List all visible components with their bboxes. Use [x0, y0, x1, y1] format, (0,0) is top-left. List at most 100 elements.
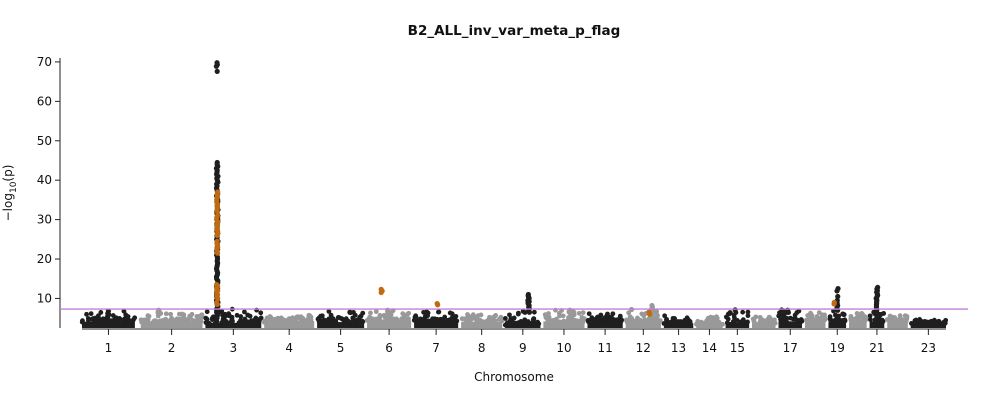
snp-point: [642, 317, 648, 322]
snp-point: [151, 318, 157, 324]
flagged-point: [435, 302, 441, 308]
x-tick-label: 12: [636, 341, 651, 355]
snp-point: [533, 320, 539, 326]
snp-point: [435, 309, 441, 315]
snp-point: [258, 310, 264, 316]
snp-point: [598, 312, 604, 318]
hit-point: [105, 313, 111, 319]
y-tick-label: 30: [37, 213, 52, 227]
snp-point: [817, 315, 823, 321]
hit-point: [732, 307, 738, 313]
snp-point: [859, 311, 865, 316]
chromosome-9-points: [502, 308, 542, 329]
x-tick-label: 14: [702, 341, 717, 355]
snp-point: [142, 317, 148, 323]
snp-point: [118, 317, 123, 322]
snp-point: [568, 314, 574, 320]
snp-point: [181, 312, 187, 318]
flagged-point: [214, 232, 220, 238]
chromosome-band: [869, 321, 885, 328]
snp-point: [238, 314, 244, 319]
chromosome-band: [317, 322, 365, 328]
snp-point: [716, 319, 722, 325]
snp-point: [242, 309, 247, 315]
snp-point: [473, 316, 479, 321]
data-points: [79, 306, 949, 329]
snp-point: [670, 315, 676, 321]
snp-point: [360, 310, 366, 316]
chromosome-band: [696, 323, 723, 328]
y-axis-title-tail: (p): [1, 165, 15, 182]
snp-point: [196, 314, 202, 319]
snp-point: [772, 317, 777, 323]
x-tick-label: 6: [385, 341, 393, 355]
x-tick-label: 21: [869, 341, 884, 355]
snp-point: [108, 318, 114, 324]
snp-point: [803, 317, 809, 323]
snp-point: [617, 313, 623, 319]
snp-point: [784, 319, 790, 325]
snp-point: [815, 319, 820, 324]
snp-point: [285, 317, 291, 323]
chromosome-5-points: [315, 309, 366, 328]
snp-point: [542, 312, 548, 318]
snp-point: [683, 322, 688, 327]
snp-point: [193, 318, 199, 324]
snp-point: [238, 318, 243, 323]
snp-point: [569, 318, 575, 324]
snp-point: [222, 314, 228, 320]
snp-point: [867, 317, 873, 322]
snp-point: [841, 312, 847, 318]
x-tick-label: 1: [105, 341, 113, 355]
snp-point: [247, 313, 253, 319]
chromosome-13-points: [661, 313, 694, 328]
chromosome-6-points: [364, 308, 412, 328]
snp-point: [258, 315, 264, 321]
snp-point: [795, 317, 801, 323]
snp-point: [436, 319, 442, 325]
snp-point: [683, 317, 689, 323]
x-tick-label: 3: [230, 341, 238, 355]
snp-point: [837, 318, 842, 324]
flagged-points: [213, 189, 837, 317]
snp-point: [174, 316, 180, 322]
snp-point: [79, 319, 85, 324]
y-tick-label: 70: [37, 55, 52, 69]
snp-point: [186, 316, 192, 322]
snp-point: [576, 310, 582, 316]
snp-point: [343, 316, 349, 322]
snp-point: [605, 311, 610, 317]
y-tick-label: 20: [37, 252, 52, 266]
snp-point: [703, 319, 709, 325]
y-axis-title: −log10(p): [1, 165, 19, 222]
snp-point: [219, 308, 225, 314]
snp-point: [266, 317, 271, 323]
flagged-point: [214, 250, 221, 256]
chromosome-15-points: [723, 309, 751, 328]
snp-point: [307, 313, 313, 319]
snp-point: [709, 320, 715, 326]
flagged-point: [378, 289, 384, 296]
chromosome-22-points: [884, 313, 910, 328]
snp-point: [515, 311, 521, 317]
hit-point: [214, 315, 220, 321]
snp-point: [390, 318, 395, 324]
snp-point: [88, 311, 94, 317]
snp-point: [212, 321, 218, 327]
chart-title: B2_ALL_inv_var_meta_p_flag: [408, 23, 621, 39]
x-tick-label: 15: [730, 341, 745, 355]
hit-point: [835, 293, 841, 300]
snp-point: [420, 317, 426, 323]
snp-point: [720, 321, 725, 327]
snp-point: [751, 316, 757, 322]
snp-point: [368, 318, 374, 324]
snp-point: [93, 315, 98, 321]
snp-point: [176, 311, 182, 317]
snp-point: [723, 314, 729, 320]
y-tick-label: 40: [37, 173, 52, 187]
snp-point: [381, 319, 386, 325]
snp-point: [515, 320, 521, 326]
chromosome-band: [264, 320, 315, 328]
snp-point: [745, 313, 751, 319]
